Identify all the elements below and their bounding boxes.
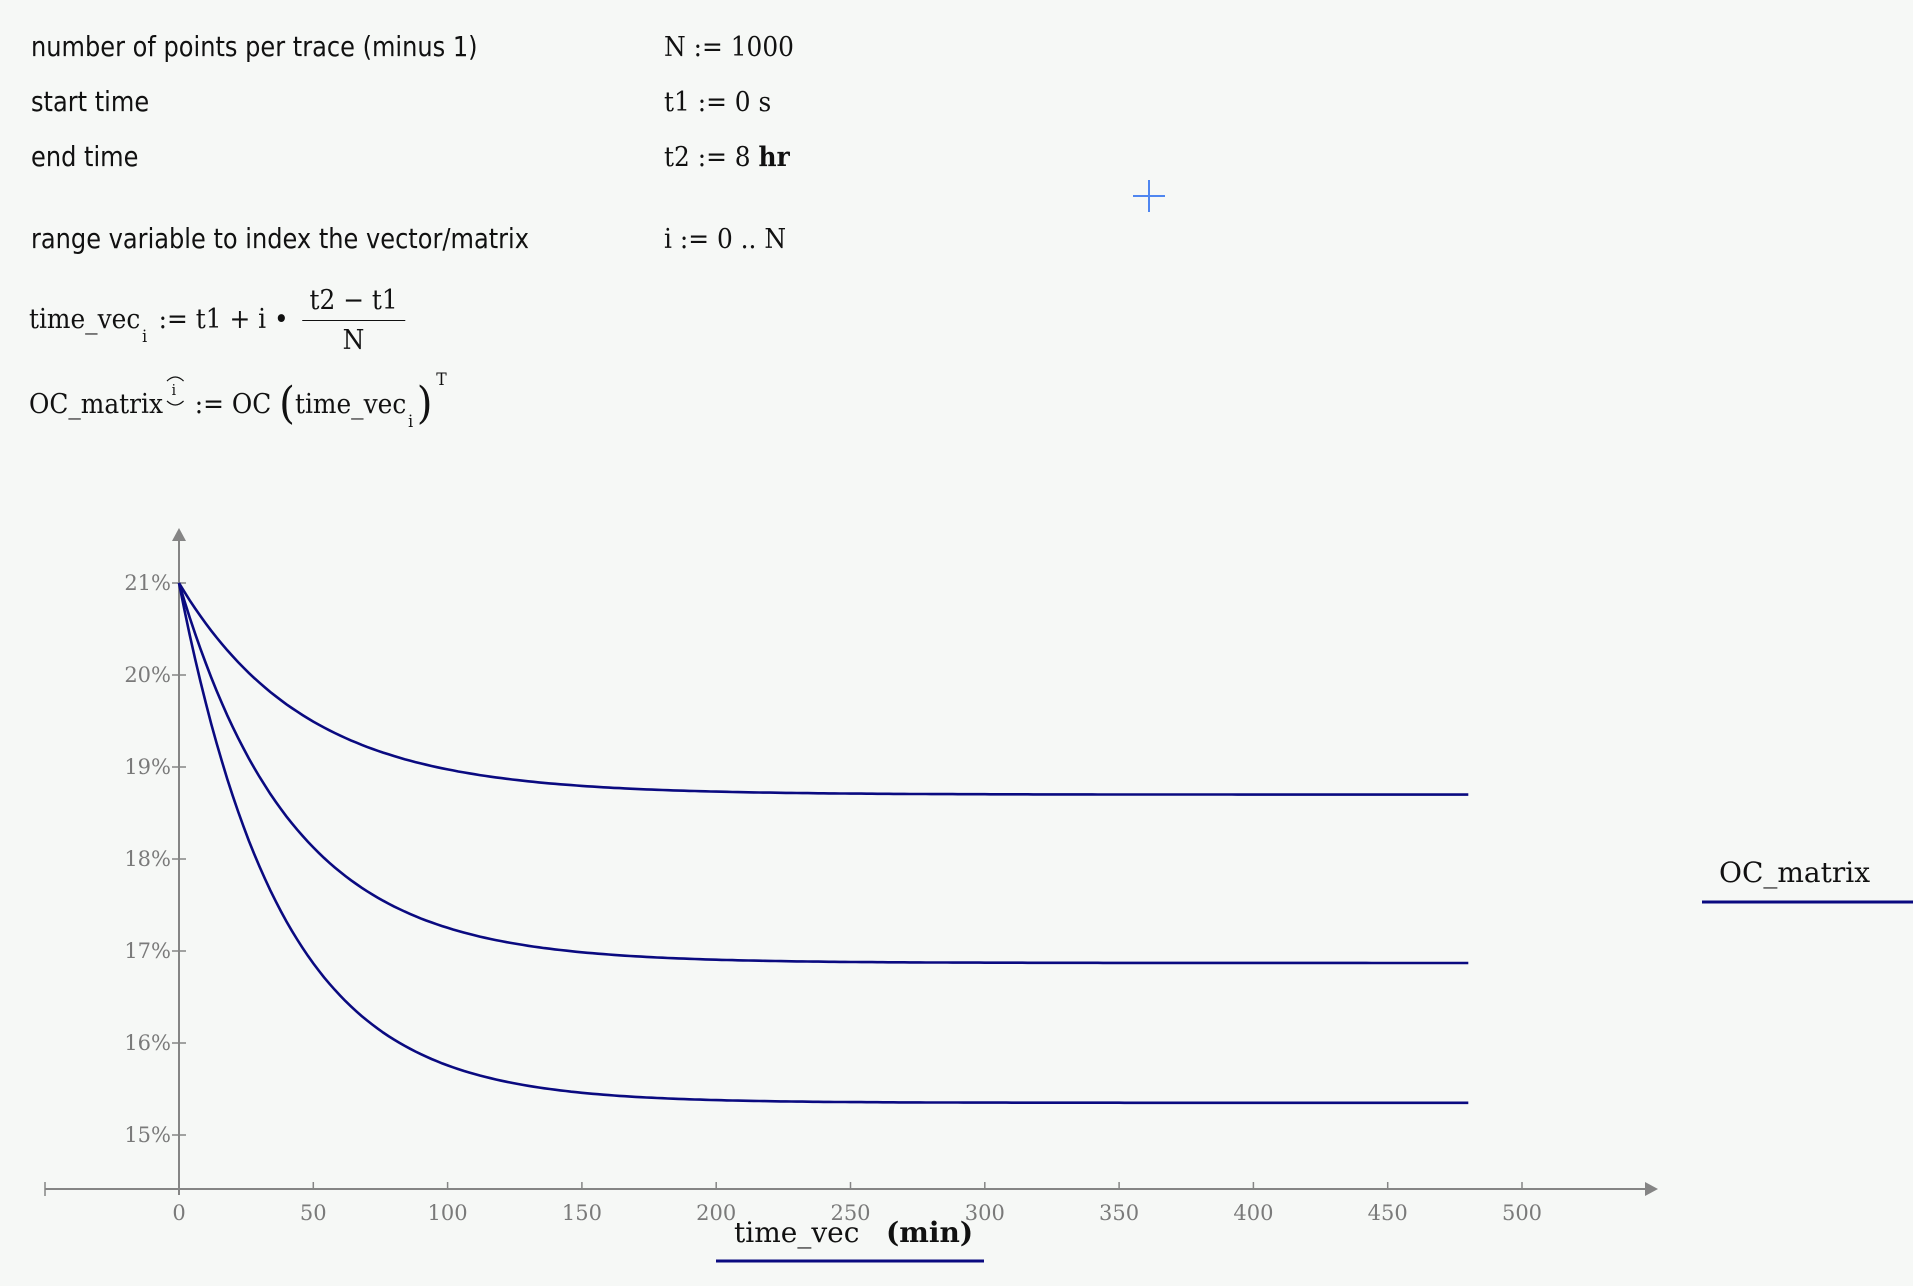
var-value: 0 .. N xyxy=(716,224,787,255)
y-tick-label: 17% xyxy=(124,939,171,963)
function-arg: time_vec xyxy=(294,389,407,420)
insertion-crosshair-cursor xyxy=(1133,180,1165,212)
x-tick-label: 100 xyxy=(428,1201,468,1225)
x-axis-label[interactable]: time_vec (min) xyxy=(716,1208,986,1270)
y-tick-label: 15% xyxy=(124,1123,171,1147)
definition-label-t2: end time xyxy=(31,140,139,173)
plot-traces xyxy=(177,582,1469,1105)
x-tick-label: 350 xyxy=(1099,1201,1139,1225)
var-name: t2 xyxy=(664,142,690,173)
numerator: t2 − t1 xyxy=(302,285,406,321)
open-paren: ( xyxy=(279,378,295,429)
lhs-var: time_vec xyxy=(29,304,141,335)
column-index-operator: i xyxy=(163,376,187,413)
assign-op: := xyxy=(194,389,224,420)
x-tick-label: 500 xyxy=(1502,1201,1542,1225)
svg-text:i: i xyxy=(171,383,176,400)
plot-axes: 0 50 100 150 200 250 300 350 400 450 500 15% 16% 17% 1… xyxy=(44,528,1658,1225)
x-tick-label: 450 xyxy=(1368,1201,1408,1225)
var-value: 1000 xyxy=(730,32,794,63)
rhs-prefix: t1 + i • xyxy=(195,304,289,335)
x-tick-label: 400 xyxy=(1233,1201,1273,1225)
y-tick-label: 18% xyxy=(124,847,171,871)
x-tick-label: 200 xyxy=(696,1201,736,1225)
y-axis-legend[interactable]: OC_matrix xyxy=(1702,852,1913,912)
assign-op: := xyxy=(697,87,727,118)
definition-expr-t2[interactable]: t2 := 8 hr xyxy=(664,142,790,173)
assign-op: := xyxy=(697,142,727,173)
var-name: t1 xyxy=(664,87,690,118)
x-tick-label: 0 xyxy=(172,1201,185,1225)
y-axis-arrow-icon xyxy=(172,528,186,541)
var-name: N xyxy=(664,32,686,63)
legend-label: OC_matrix xyxy=(1719,856,1870,889)
trace-line-1 xyxy=(177,582,1469,965)
y-tick-label: 21% xyxy=(124,571,171,595)
x-axis-unit: (min) xyxy=(886,1216,973,1249)
var-value: 8 xyxy=(734,142,751,173)
definition-expr-t1[interactable]: t1 := 0 s xyxy=(664,87,771,118)
definition-label-t1: start time xyxy=(31,85,150,118)
equation-oc-matrix[interactable]: OC_matrix i := OC (time_veci) T xyxy=(29,370,447,432)
lhs-var: OC_matrix xyxy=(29,389,163,420)
definition-label-n: number of points per trace (minus 1) xyxy=(31,30,478,63)
var-name: i xyxy=(664,224,672,255)
y-tick-label: 20% xyxy=(124,663,171,687)
var-value: 0 xyxy=(734,87,751,118)
assign-op: := xyxy=(693,32,723,63)
x-tick-label: 50 xyxy=(300,1201,327,1225)
definition-expr-n[interactable]: N := 1000 xyxy=(664,32,794,63)
y-tick-label: 19% xyxy=(124,755,171,779)
close-paren: ) xyxy=(416,378,433,429)
trace-line-0 xyxy=(177,582,1469,796)
fraction: t2 − t1 N xyxy=(302,285,406,356)
definition-expr-i[interactable]: i := 0 .. N xyxy=(664,224,786,255)
assign-op: := xyxy=(158,304,188,335)
x-tick-label: 250 xyxy=(830,1201,870,1225)
assign-op: := xyxy=(679,224,710,255)
function-name: OC xyxy=(231,389,272,420)
y-tick-label: 16% xyxy=(124,1031,171,1055)
x-tick-label: 150 xyxy=(562,1201,602,1225)
equation-time-vec[interactable]: time_veci := t1 + i • t2 − t1 N xyxy=(29,285,406,356)
column-operator-icon: i xyxy=(166,376,184,406)
trace-line-2 xyxy=(177,582,1469,1105)
x-tick-label: 300 xyxy=(965,1201,1005,1225)
definition-label-i: range variable to index the vector/matri… xyxy=(31,222,529,255)
arg-subscript: i xyxy=(408,412,414,432)
subscript-index: i xyxy=(142,327,148,347)
unit: hr xyxy=(758,142,790,173)
x-axis-var: time_vec xyxy=(734,1216,859,1249)
x-axis-arrow-icon xyxy=(1645,1182,1658,1196)
denominator: N xyxy=(342,325,365,356)
unit: s xyxy=(758,87,772,118)
transpose-superscript: T xyxy=(436,370,447,390)
